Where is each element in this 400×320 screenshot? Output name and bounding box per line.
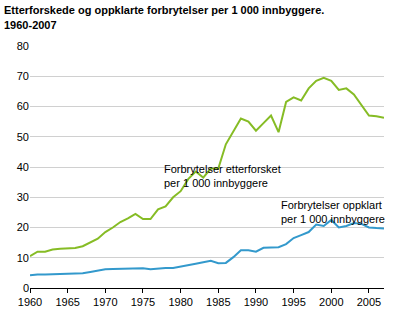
svg-text:70: 70 xyxy=(17,70,29,82)
svg-text:1960: 1960 xyxy=(18,296,42,308)
svg-text:10: 10 xyxy=(17,252,29,264)
svg-text:1970: 1970 xyxy=(93,296,117,308)
svg-text:2000: 2000 xyxy=(319,296,343,308)
svg-text:Forbrytelser etterforsketper 1: Forbrytelser etterforsketper 1 000 innby… xyxy=(164,163,281,189)
svg-text:2005: 2005 xyxy=(357,296,381,308)
svg-text:1995: 1995 xyxy=(281,296,305,308)
svg-text:80: 80 xyxy=(17,40,29,52)
svg-text:1985: 1985 xyxy=(206,296,230,308)
svg-text:1965: 1965 xyxy=(55,296,79,308)
svg-text:Forbrytelser oppklartper 1 000: Forbrytelser oppklartper 1 000 innbygger… xyxy=(281,199,385,225)
svg-text:20: 20 xyxy=(17,221,29,233)
svg-text:30: 30 xyxy=(17,191,29,203)
svg-text:1975: 1975 xyxy=(131,296,155,308)
svg-text:40: 40 xyxy=(17,161,29,173)
svg-text:1990: 1990 xyxy=(244,296,268,308)
svg-text:Etterforskede og oppklarte for: Etterforskede og oppklarte forbrytelser … xyxy=(4,4,324,30)
svg-text:0: 0 xyxy=(23,282,29,294)
svg-text:50: 50 xyxy=(17,131,29,143)
svg-text:1980: 1980 xyxy=(168,296,192,308)
svg-text:60: 60 xyxy=(17,100,29,112)
